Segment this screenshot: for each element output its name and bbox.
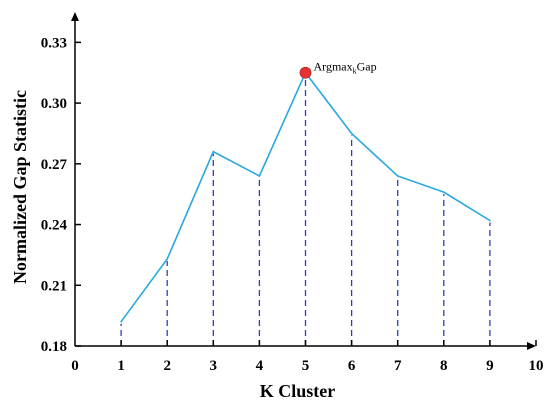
x-ticks: 0 1 2 3 4 5 6 7 8 9 10	[71, 340, 544, 374]
x-tick-label: 3	[210, 358, 218, 374]
y-axis-title: Normalized Gap Statistic	[10, 90, 30, 284]
data-point	[443, 191, 445, 193]
data-point	[166, 258, 168, 260]
data-point	[396, 175, 399, 177]
x-tick-label: 4	[256, 358, 264, 374]
axes	[71, 12, 536, 350]
x-tick-label: 6	[348, 358, 356, 374]
x-tick-label: 1	[117, 358, 125, 374]
x-tick-label: 7	[394, 358, 402, 374]
y-ticks: 0.18 0.21 0.24 0.27 0.30 0.33	[41, 35, 81, 355]
data-point	[350, 132, 353, 135]
y-tick-label: 0.21	[41, 278, 67, 294]
drop-lines	[120, 74, 491, 346]
x-tick-label: 0	[71, 358, 79, 374]
y-tick-label: 0.27	[41, 157, 68, 173]
x-axis-arrow	[527, 342, 536, 350]
x-tick-label: 5	[302, 358, 310, 374]
data-point	[212, 150, 215, 153]
y-tick-label: 0.18	[41, 339, 67, 355]
x-tick-label: 9	[486, 358, 494, 374]
data-point	[258, 175, 261, 177]
y-tick-label: 0.33	[41, 35, 67, 51]
x-tick-label: 2	[163, 358, 171, 374]
data-point	[120, 320, 122, 323]
argmax-annotation: ArgmaxkGap	[314, 60, 377, 76]
argmax-marker	[299, 66, 312, 79]
highlight: ArgmaxkGap	[299, 60, 377, 79]
x-tick-label: 8	[440, 358, 448, 374]
x-axis-title: K Cluster	[260, 381, 336, 401]
y-tick-label: 0.24	[41, 218, 68, 234]
y-axis-arrow	[71, 12, 79, 21]
data-point	[489, 219, 491, 222]
x-tick-label: 10	[529, 358, 544, 374]
y-tick-label: 0.30	[41, 96, 67, 112]
